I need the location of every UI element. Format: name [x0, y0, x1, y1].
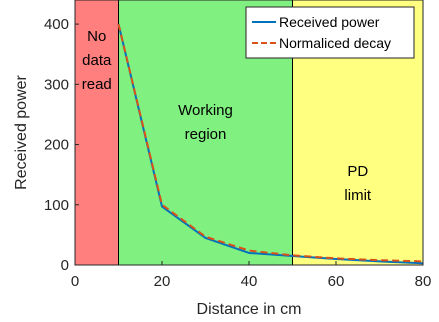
- series-line-1: [117, 23, 424, 263]
- y-axis-ticks: 0 100 200 300 400: [44, 16, 79, 274]
- y-tick-label: 300: [44, 76, 69, 93]
- legend: Received power Normaliced decay: [245, 6, 415, 59]
- y-tick-label: 0: [61, 257, 69, 274]
- x-tick-label: 60: [328, 273, 345, 290]
- region-1-label-line: region: [185, 126, 227, 143]
- legend-label: Normaliced decay: [279, 35, 391, 51]
- region-0-label-line: read: [82, 76, 112, 93]
- region-0-label-line: data: [82, 52, 112, 69]
- x-axis-ticks: 0 20 40 60 80: [71, 261, 432, 290]
- series-line-0: [117, 23, 424, 265]
- region-0: [74, 0, 119, 266]
- legend-box: [245, 6, 415, 59]
- region-1-label-line: Working: [178, 102, 233, 119]
- y-axis-title: Received power: [13, 74, 30, 189]
- x-axis-title: Distance in cm: [197, 301, 302, 318]
- x-tick-label: 80: [415, 273, 432, 290]
- region-2-label-line: PD: [347, 163, 368, 180]
- region-0-label-line: No: [87, 28, 106, 45]
- y-tick-label: 200: [44, 137, 69, 154]
- y-tick-label: 400: [44, 16, 69, 33]
- region-labels: No data read Working region PD limit: [82, 28, 372, 204]
- x-tick-label: 40: [241, 273, 258, 290]
- data-series: [117, 23, 424, 265]
- y-tick-label: 100: [44, 197, 69, 214]
- x-tick-label: 20: [154, 273, 171, 290]
- legend-label: Received power: [279, 14, 380, 30]
- x-tick-label: 0: [71, 273, 79, 290]
- region-2-label-line: limit: [344, 187, 371, 204]
